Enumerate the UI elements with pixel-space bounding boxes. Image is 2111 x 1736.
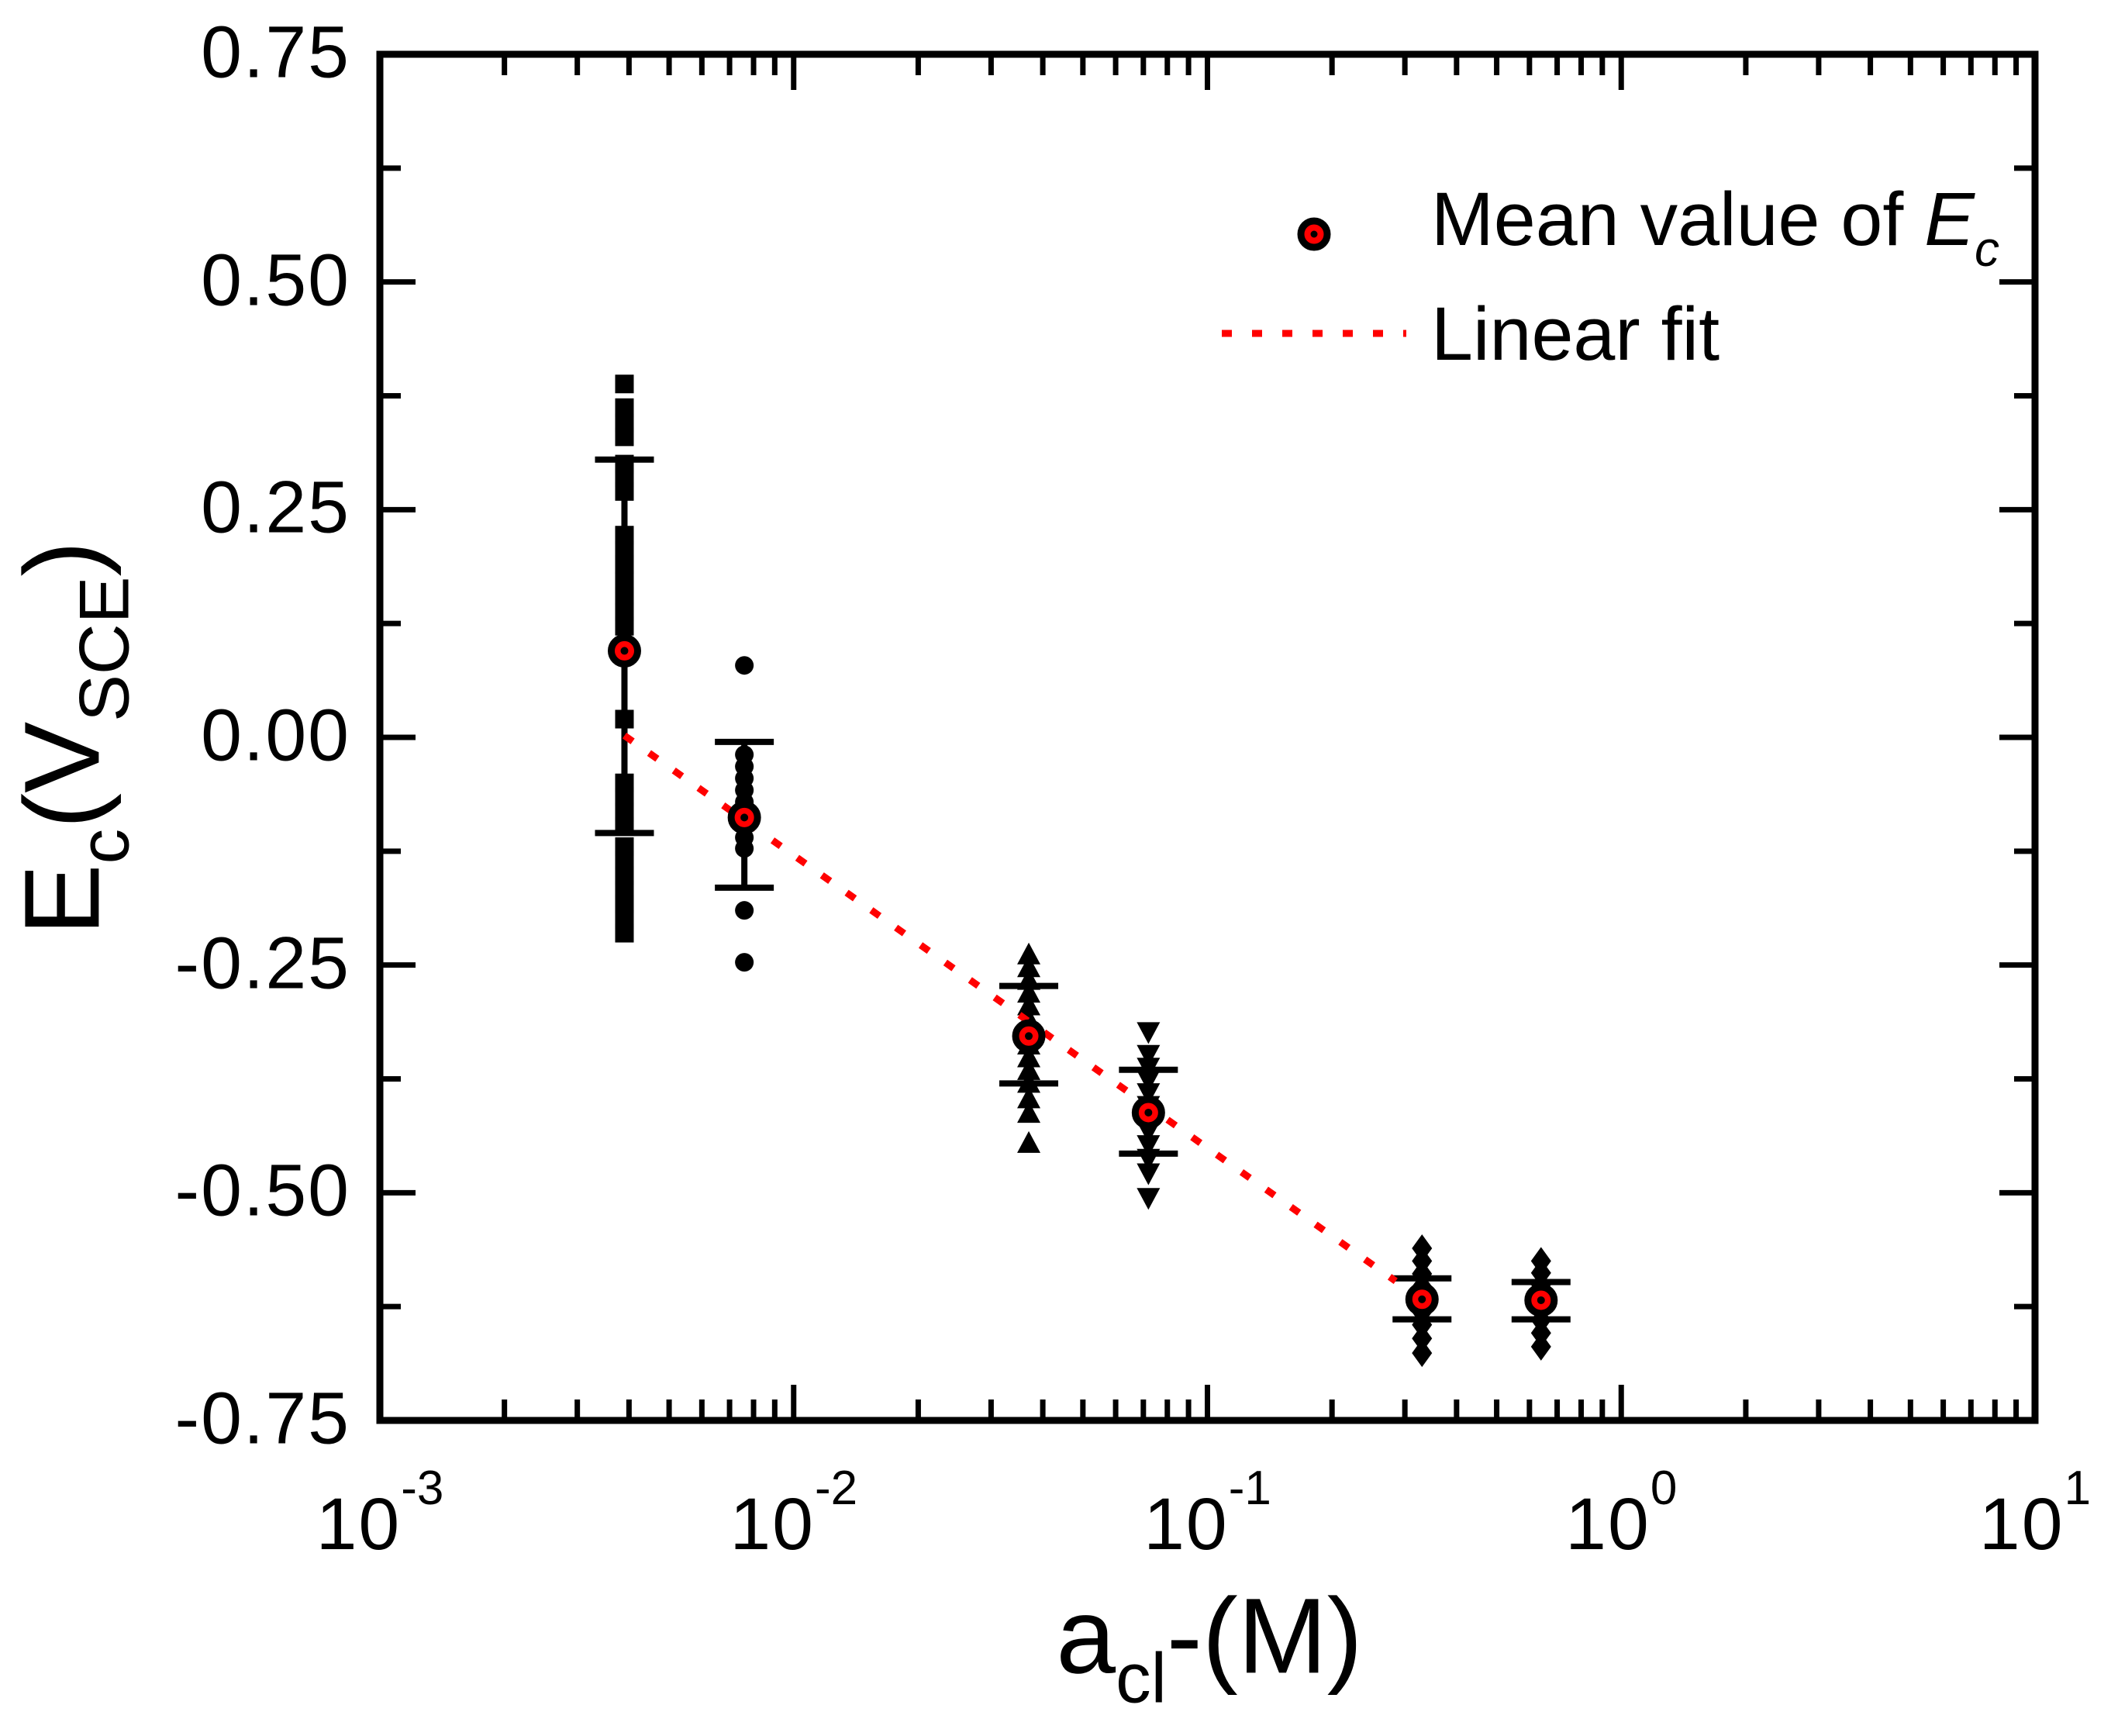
scatter-point-triangle-down <box>1137 1163 1161 1186</box>
x-tick-label: 101 <box>1979 1451 2091 1562</box>
scatter-point-triangle-down <box>1137 1083 1161 1106</box>
scatter-point-triangle-down <box>1137 1148 1161 1171</box>
scatter-point-triangle-up <box>1017 1101 1041 1123</box>
scatter-point-triangle-down <box>1137 1044 1161 1067</box>
scatter-point-triangle-up <box>1017 955 1041 978</box>
mean-marker-center-dot <box>740 813 749 822</box>
scatter-point-triangle-down <box>1137 1070 1161 1092</box>
x-axis-title: acl-(M) <box>1056 1582 1362 1732</box>
mean-marker-center-dot <box>1537 1296 1545 1304</box>
legend-entry-fit: Linear fit <box>1219 284 1999 383</box>
y-tick-label: 0.50 <box>201 239 350 322</box>
y-tick-label: 0.00 <box>201 694 350 777</box>
scatter-point-square <box>615 374 634 394</box>
x-tick-label: 10-3 <box>316 1451 444 1562</box>
y-tick-label: -0.50 <box>174 1149 350 1232</box>
y-tick-label: -0.75 <box>174 1377 350 1460</box>
scatter-point-square <box>615 787 634 806</box>
y-tick-label: 0.75 <box>201 11 350 94</box>
scatter-point-diamond <box>1412 1339 1433 1368</box>
y-tick-label: -0.25 <box>174 922 350 1005</box>
mean-marker-center-dot <box>620 647 629 655</box>
mean-marker-center-dot <box>1144 1108 1153 1116</box>
x-tick-label-base: 10 <box>1565 1483 1651 1565</box>
scatter-point-triangle-up <box>1017 1086 1041 1109</box>
y-axis-title-unit-subscript: SCE <box>65 576 144 722</box>
scatter-point-square <box>615 481 634 501</box>
legend-label-fit-text: Linear fit <box>1431 291 1720 376</box>
x-axis-title-unit: -(M) <box>1166 1576 1363 1696</box>
legend-entry-mean: Mean value of Ec <box>1219 181 1999 284</box>
scatter-point-square <box>615 616 634 636</box>
scatter-point-square <box>615 554 634 574</box>
scatter-point-triangle-down <box>1137 1058 1161 1080</box>
scatter-point-circle <box>735 839 754 858</box>
x-tick-label-base: 10 <box>730 1483 816 1565</box>
scatter-point-triangle-up <box>1017 1058 1041 1080</box>
scatter-point-triangle-down <box>1137 1188 1161 1210</box>
scatter-point-square <box>615 709 634 729</box>
scatter-point-triangle-up <box>1017 942 1041 965</box>
mean-marker-center-dot <box>1025 1032 1033 1041</box>
x-tick-label-base: 10 <box>1143 1483 1229 1565</box>
x-tick-label-exponent: -3 <box>401 1462 444 1515</box>
legend-label-mean: Mean value of Ec <box>1431 181 1999 287</box>
scatter-point-triangle-down <box>1137 1135 1161 1158</box>
x-axis-title-subscript: cl <box>1116 1639 1167 1718</box>
scatter-point-circle <box>735 656 754 675</box>
x-tick-label: 10-1 <box>1143 1451 1271 1562</box>
legend-label-mean-subscript: c <box>1974 220 1999 277</box>
y-axis-title-unit-close: ) <box>2 540 122 577</box>
x-tick-label-exponent: -2 <box>815 1462 858 1515</box>
y-axis-title: Ec(VSCE) <box>2 541 158 936</box>
y-axis-title-symbol: E <box>2 864 122 936</box>
x-tick-label-exponent: -1 <box>1228 1462 1271 1515</box>
legend: Mean value of Ec Linear fit <box>1219 181 1999 383</box>
x-tick-label-base: 10 <box>316 1483 402 1565</box>
y-tick-label: 0.25 <box>201 466 350 549</box>
scatter-point-triangle-up <box>1017 981 1041 1003</box>
x-tick-label: 10-2 <box>730 1451 857 1562</box>
y-axis-title-subscript: c <box>65 828 144 865</box>
scatter-point-triangle-up <box>1017 1045 1041 1068</box>
scatter-point-triangle-up <box>1017 968 1041 990</box>
scatter-point-diamond <box>1530 1332 1551 1361</box>
linear-fit-line-icon <box>1219 318 1409 349</box>
legend-label-mean-text: Mean value of <box>1431 177 1925 262</box>
scatter-point-diamond <box>1412 1324 1433 1353</box>
mean-marker-icon <box>1219 209 1409 259</box>
scatter-point-triangle-up <box>1017 1130 1041 1153</box>
x-tick-label: 100 <box>1565 1451 1677 1562</box>
x-tick-label-exponent: 0 <box>1650 1462 1678 1515</box>
scatter-point-square <box>615 427 634 447</box>
mean-marker-center-dot <box>1418 1295 1426 1303</box>
scatter-point-triangle-up <box>1017 993 1041 1016</box>
y-axis-title-unit-open: (V <box>2 721 122 829</box>
scatter-point-square <box>615 923 634 943</box>
scatter-point-circle <box>735 901 754 920</box>
scatter-point-triangle-down <box>1137 1022 1161 1044</box>
scatter-point-circle <box>735 953 754 972</box>
x-tick-label-base: 10 <box>1978 1483 2064 1565</box>
scatter-point-triangle-up <box>1017 1071 1041 1093</box>
x-tick-label-exponent: 1 <box>2064 1462 2092 1515</box>
legend-label-mean-symbol: E <box>1924 177 1975 262</box>
x-axis-title-symbol: a <box>1056 1576 1116 1696</box>
legend-label-fit: Linear fit <box>1431 296 1719 371</box>
scatter-point-square <box>615 817 634 837</box>
